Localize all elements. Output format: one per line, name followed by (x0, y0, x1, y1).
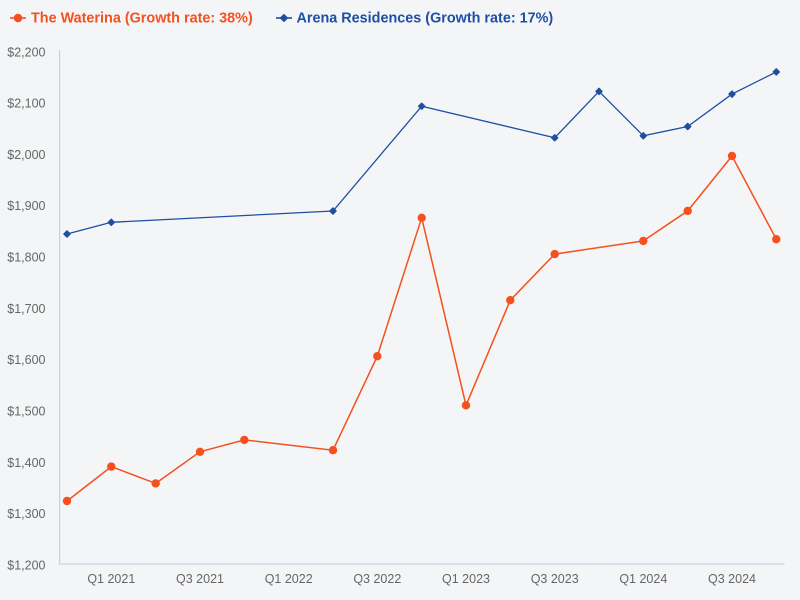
svg-text:Q1 2023: Q1 2023 (442, 572, 490, 586)
svg-text:$2,000: $2,000 (7, 148, 45, 162)
svg-text:$1,900: $1,900 (7, 199, 45, 213)
svg-text:Q3 2021: Q3 2021 (176, 572, 224, 586)
svg-text:$2,200: $2,200 (7, 45, 45, 59)
svg-text:$1,400: $1,400 (7, 456, 45, 470)
svg-text:$1,300: $1,300 (7, 507, 45, 521)
svg-text:$1,700: $1,700 (7, 302, 45, 316)
svg-text:Q1 2021: Q1 2021 (87, 572, 135, 586)
svg-text:Q3 2024: Q3 2024 (708, 572, 756, 586)
svg-text:$1,800: $1,800 (7, 251, 45, 265)
svg-text:The Waterina (Growth rate: 38%: The Waterina (Growth rate: 38%) (31, 11, 253, 27)
svg-text:Q1 2024: Q1 2024 (619, 572, 667, 586)
svg-text:$1,500: $1,500 (7, 405, 45, 419)
svg-text:$1,200: $1,200 (7, 559, 45, 573)
svg-text:$2,100: $2,100 (7, 97, 45, 111)
svg-text:Q3 2022: Q3 2022 (353, 572, 401, 586)
svg-text:Arena Residences (Growth rate:: Arena Residences (Growth rate: 17%) (297, 11, 554, 27)
svg-text:Q3 2023: Q3 2023 (531, 572, 579, 586)
svg-text:Q1 2022: Q1 2022 (265, 572, 313, 586)
svg-text:$1,600: $1,600 (7, 353, 45, 367)
